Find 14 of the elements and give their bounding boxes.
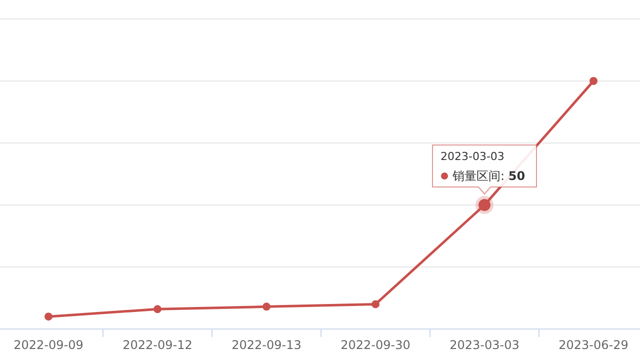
point <box>372 300 380 308</box>
x-tick-label: 2022-09-30 <box>340 338 410 352</box>
x-tick-label: 2022-09-12 <box>122 338 192 352</box>
x-tick-label: 2022-09-09 <box>14 338 84 352</box>
x-tick-label: 2023-03-03 <box>450 338 520 352</box>
category-label: 2023-03-03 <box>440 150 504 163</box>
x-tick-label: 2022-09-13 <box>232 338 302 352</box>
point <box>590 77 598 85</box>
data-label: 50 <box>508 169 526 183</box>
point <box>44 312 52 321</box>
point <box>262 302 270 311</box>
x-tick-label: 2023-06-29 <box>558 338 628 352</box>
point <box>154 305 162 314</box>
legend-label: 销量区间: <box>452 169 505 183</box>
